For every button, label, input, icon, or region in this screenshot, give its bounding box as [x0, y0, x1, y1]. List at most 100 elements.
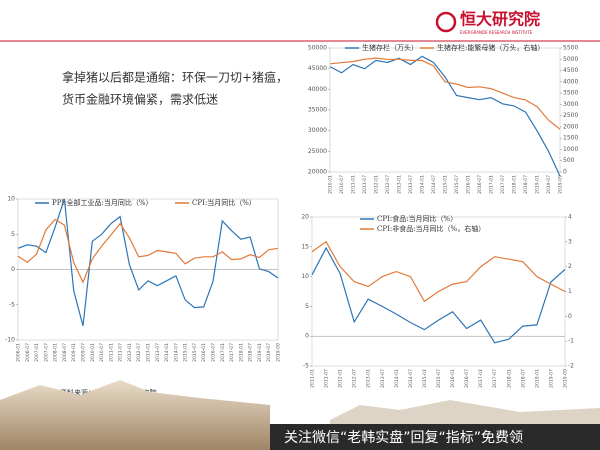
building-image [0, 380, 270, 450]
x-tick-label: 2017-01 [489, 175, 495, 194]
y2-tick-label: 4500 [563, 67, 578, 74]
x-tick-label: 2009-07 [81, 343, 87, 362]
y2-tick-label: 1500 [563, 135, 578, 142]
x-tick-label: 2013-07 [408, 175, 414, 194]
x-tick-label: 2013-07 [155, 343, 161, 362]
x-tick-label: 2019-09 [563, 369, 569, 388]
y2-tick-label: 3500 [563, 90, 578, 97]
banner-text: 关注微信“老韩实盘”回复“指标”免费领 [284, 429, 523, 446]
logo: 恒大研究院 [460, 10, 540, 29]
x-tick-label: 2011-01 [351, 175, 357, 194]
x-tick-label: 2011-07 [362, 175, 368, 194]
y2-tick-label: 3 [568, 238, 572, 245]
x-tick-label: 2012-01 [374, 175, 380, 194]
charts: 2000025000300003500040000450005000005001… [5, 43, 578, 388]
y-tick-label: 30000 [308, 127, 327, 134]
series-line [329, 57, 561, 130]
y2-tick-label: -1 [568, 338, 574, 345]
x-tick-label: 2017-01 [478, 369, 484, 388]
x-tick-label: 2014-07 [173, 343, 179, 362]
banner-bar [270, 424, 600, 450]
y2-tick-label: 4000 [563, 78, 578, 85]
x-tick-label: 2010-07 [99, 343, 105, 362]
y-tick-label: 20 [301, 214, 309, 221]
x-tick-label: 2018-07 [523, 175, 529, 194]
building-image [330, 400, 600, 428]
x-tick-label: 2013-01 [397, 175, 403, 194]
y2-tick-label: 5500 [563, 45, 578, 52]
y-tick-label: 10 [7, 196, 15, 203]
y2-tick-label: 500 [563, 157, 575, 164]
series-line [311, 246, 566, 344]
x-tick-label: 2016-07 [464, 369, 470, 388]
x-tick-label: 2015-07 [192, 343, 198, 362]
headline: 拿掉猪以后都是通缩：环保一刀切+猪瘟， [62, 70, 288, 85]
x-tick-label: 2014-01 [164, 343, 170, 362]
headline: 货币金融环境偏紧，需求低迷 [62, 92, 218, 107]
y2-tick-label: 5000 [563, 56, 578, 63]
x-tick-label: 2010-07 [339, 175, 345, 194]
x-tick-label: 2011-07 [324, 369, 330, 388]
x-tick-label: 2016-07 [477, 175, 483, 194]
x-tick-label: 2012-07 [385, 175, 391, 194]
y-tick-label: -5 [9, 301, 15, 308]
x-tick-label: 2007-07 [43, 343, 49, 362]
x-tick-label: 2018-01 [506, 369, 512, 388]
legend-label: CPI:当月同比（%） [192, 198, 256, 207]
x-tick-label: 2017-07 [229, 343, 235, 362]
y2-tick-label: 2500 [563, 112, 578, 119]
series-line [17, 218, 279, 284]
y-tick-label: 35000 [308, 107, 327, 114]
x-tick-label: 2010-01 [328, 175, 334, 194]
y2-tick-label: 4 [568, 214, 572, 221]
y-tick-label: -5 [303, 363, 309, 370]
x-tick-label: 2009-01 [71, 343, 77, 362]
y-tick-label: -10 [5, 337, 15, 344]
y-tick-label: 0 [305, 333, 309, 340]
x-tick-label: 2007-01 [34, 343, 40, 362]
y2-tick-label: -2 [568, 363, 574, 370]
legend-label: PPI:全部工业品:当月同比（%） [52, 198, 153, 207]
y2-tick-label: 2 [568, 263, 572, 270]
legend-label: CPI:食品:当月同比（%） [377, 214, 457, 223]
y2-tick-label: 1 [568, 288, 572, 295]
x-tick-label: 2012-01 [127, 343, 133, 362]
x-tick-label: 2019-09 [558, 175, 564, 194]
y-tick-label: 40000 [308, 86, 327, 93]
y-tick-label: 5 [11, 231, 15, 238]
x-tick-label: 2019-07 [266, 343, 272, 362]
x-tick-label: 2015-01 [422, 369, 428, 388]
x-tick-label: 2018-01 [238, 343, 244, 362]
x-tick-label: 2019-09 [276, 343, 282, 362]
legend-label: 生猪存栏:能繁母猪（万头，右轴） [437, 43, 544, 52]
x-tick-label: 2011-01 [310, 369, 316, 388]
x-tick-label: 2017-01 [220, 343, 226, 362]
y-tick-label: 10 [301, 273, 309, 280]
x-tick-label: 2012-01 [338, 369, 344, 388]
x-tick-label: 2019-01 [534, 369, 540, 388]
series-line [311, 240, 566, 303]
x-tick-label: 2013-07 [380, 369, 386, 388]
series-line [17, 198, 279, 327]
y-tick-label: 5 [305, 303, 309, 310]
x-tick-label: 2010-01 [90, 343, 96, 362]
y-tick-label: 15 [301, 243, 309, 250]
x-tick-label: 2019-07 [548, 369, 554, 388]
y2-tick-label: 1000 [563, 146, 578, 153]
x-tick-label: 2014-01 [420, 175, 426, 194]
x-tick-label: 2015-07 [454, 175, 460, 194]
x-tick-label: 2017-07 [500, 175, 506, 194]
x-tick-label: 2016-01 [450, 369, 456, 388]
y2-tick-label: 2000 [563, 123, 578, 130]
x-tick-label: 2016-07 [211, 343, 217, 362]
x-tick-label: 2012-07 [352, 369, 358, 388]
x-tick-label: 2006-07 [25, 343, 31, 362]
x-tick-label: 2014-01 [394, 369, 400, 388]
x-tick-label: 2008-07 [62, 343, 68, 362]
x-tick-label: 2015-01 [443, 175, 449, 194]
y-tick-label: 45000 [308, 65, 327, 72]
x-tick-label: 2013-01 [146, 343, 152, 362]
y2-tick-label: 0 [563, 169, 567, 176]
